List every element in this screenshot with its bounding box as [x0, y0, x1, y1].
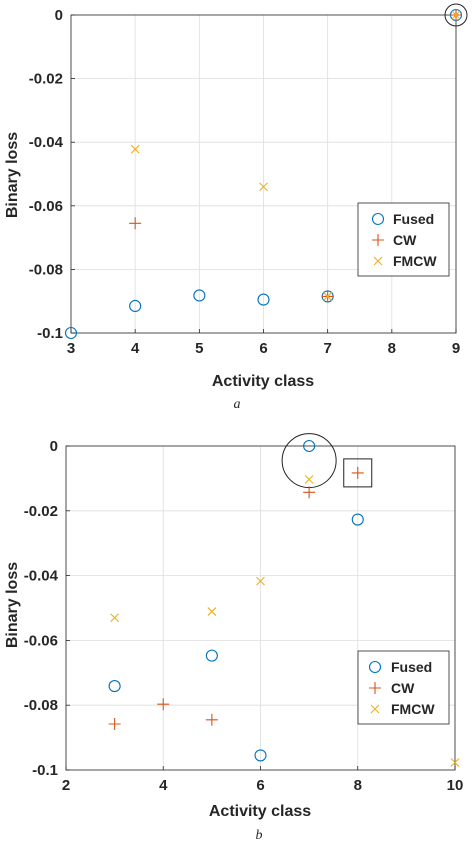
y-tick-label--0-08: -0.08: [24, 697, 58, 714]
y-tick-label--0-02: -0.02: [24, 503, 58, 520]
point-fmcw-b-3: [304, 474, 314, 484]
point-fused-a-0: [64, 326, 78, 340]
y-tick-label-0: 0: [55, 7, 63, 24]
y-ticks-b: 0 -0.02 -0.04 -0.06 -0.08 -0.1: [24, 438, 70, 779]
x-tick-label-3: 3: [67, 340, 75, 357]
x-tick-label-7: 7: [323, 340, 331, 357]
point-fused-b-3: [303, 439, 316, 453]
chart-panel-a: 3 4 5 6 7 8 9 0 -0.02 -0.04 -0.06 -0.08 -0.1 Activi…: [4, 3, 468, 412]
point-fmcw-a-1: [259, 182, 268, 192]
x-tick-label-4: 4: [131, 340, 140, 357]
annotations-a: [444, 3, 468, 27]
x-tick-label-9: 9: [452, 340, 460, 357]
y-tick-label--0-1: -0.1: [37, 325, 63, 342]
y-tick-label-0: 0: [50, 438, 58, 455]
y-axis-label-b: Binary loss: [4, 562, 21, 648]
point-fmcw-a-2: [323, 292, 333, 301]
point-cw-b-3: [303, 486, 316, 499]
point-fmcw-b-1: [207, 607, 217, 616]
x-axis-label-a: Activity class: [212, 373, 314, 390]
legend-a: Fused CW FMCW: [357, 202, 450, 277]
caption-b: b: [256, 828, 263, 843]
markers-a: [64, 8, 463, 340]
legend-symbols-a: [371, 212, 385, 266]
highlight-square-b-1: [343, 458, 373, 488]
chart-panel-b: 2 4 6 8 10 0 -0.02 -0.04 -0.06 -0.08 -0.1 Activit…: [4, 433, 464, 843]
x-tick-label-5: 5: [195, 340, 203, 357]
legend-symbol-cw-b: [369, 682, 381, 694]
y-tick-label--0-04: -0.04: [24, 568, 59, 585]
x-tick-label-8: 8: [354, 777, 362, 794]
x-tick-label-2: 2: [62, 777, 70, 794]
legend-symbol-fmcw-a: [373, 256, 383, 266]
legend-symbol-cw-a: [372, 234, 384, 246]
point-fmcw-b-2: [256, 576, 265, 586]
x-tick-label-8: 8: [388, 340, 396, 357]
point-cw-b-2: [205, 713, 218, 726]
point-fused-a-1: [129, 299, 142, 313]
legend-label-fmcw-a: FMCW: [393, 253, 437, 269]
legend-label-cw-b: CW: [391, 680, 415, 696]
point-fused-b-0: [108, 680, 121, 693]
x-axis-label-b: Activity class: [209, 803, 311, 820]
x-tick-label-4: 4: [159, 777, 168, 794]
point-cw-b-1: [157, 698, 170, 711]
point-cw-a-0: [129, 217, 142, 230]
y-tick-label--0-08: -0.08: [29, 261, 63, 278]
point-fmcw-b-4: [450, 758, 460, 767]
point-fused-a-2: [193, 289, 206, 302]
point-fmcw-b-0: [110, 613, 120, 623]
point-fmcw-a-0: [130, 144, 140, 154]
x-tick-label-10: 10: [447, 777, 464, 794]
y-tick-label--0-06: -0.06: [29, 198, 63, 215]
highlight-circle-a-0: [444, 3, 468, 27]
point-fused-b-4: [351, 513, 364, 526]
x-tick-label-6: 6: [259, 340, 267, 357]
legend-label-cw-a: CW: [393, 232, 417, 248]
legend-symbol-fused-b: [368, 660, 382, 674]
x-ticks-b: 2 4 6 8 10: [62, 766, 464, 794]
legend-label-fmcw-b: FMCW: [391, 701, 435, 717]
x-tick-label-6: 6: [256, 777, 264, 794]
legend-label-fused-b: Fused: [391, 659, 432, 675]
x-ticks-a: 3 4 5 6 7 8 9: [67, 329, 460, 357]
y-tick-label--0-04: -0.04: [29, 134, 64, 151]
legend-label-fused-a: Fused: [393, 211, 434, 227]
y-tick-label--0-06: -0.06: [24, 632, 58, 649]
legend-symbols-b: [368, 660, 382, 714]
point-cw-b-0: [108, 717, 121, 730]
y-axis-label-a: Binary loss: [4, 132, 21, 218]
legend-symbol-fmcw-b: [370, 704, 380, 714]
caption-a: a: [234, 397, 241, 412]
y-tick-label--0-02: -0.02: [29, 71, 63, 88]
point-fused-a-3: [257, 293, 270, 306]
legend-symbol-fused-a: [371, 212, 385, 226]
point-cw-b-4: [351, 466, 364, 479]
point-fused-b-2: [254, 749, 267, 762]
point-fused-b-1: [205, 649, 218, 662]
markers-b: [108, 439, 460, 767]
y-ticks-a: 0 -0.02 -0.04 -0.06 -0.08 -0.1: [29, 7, 75, 342]
legend-b: Fused CW FMCW: [357, 650, 450, 725]
point-fmcw-a-3: [451, 10, 461, 20]
y-tick-label--0-1: -0.1: [32, 762, 58, 779]
